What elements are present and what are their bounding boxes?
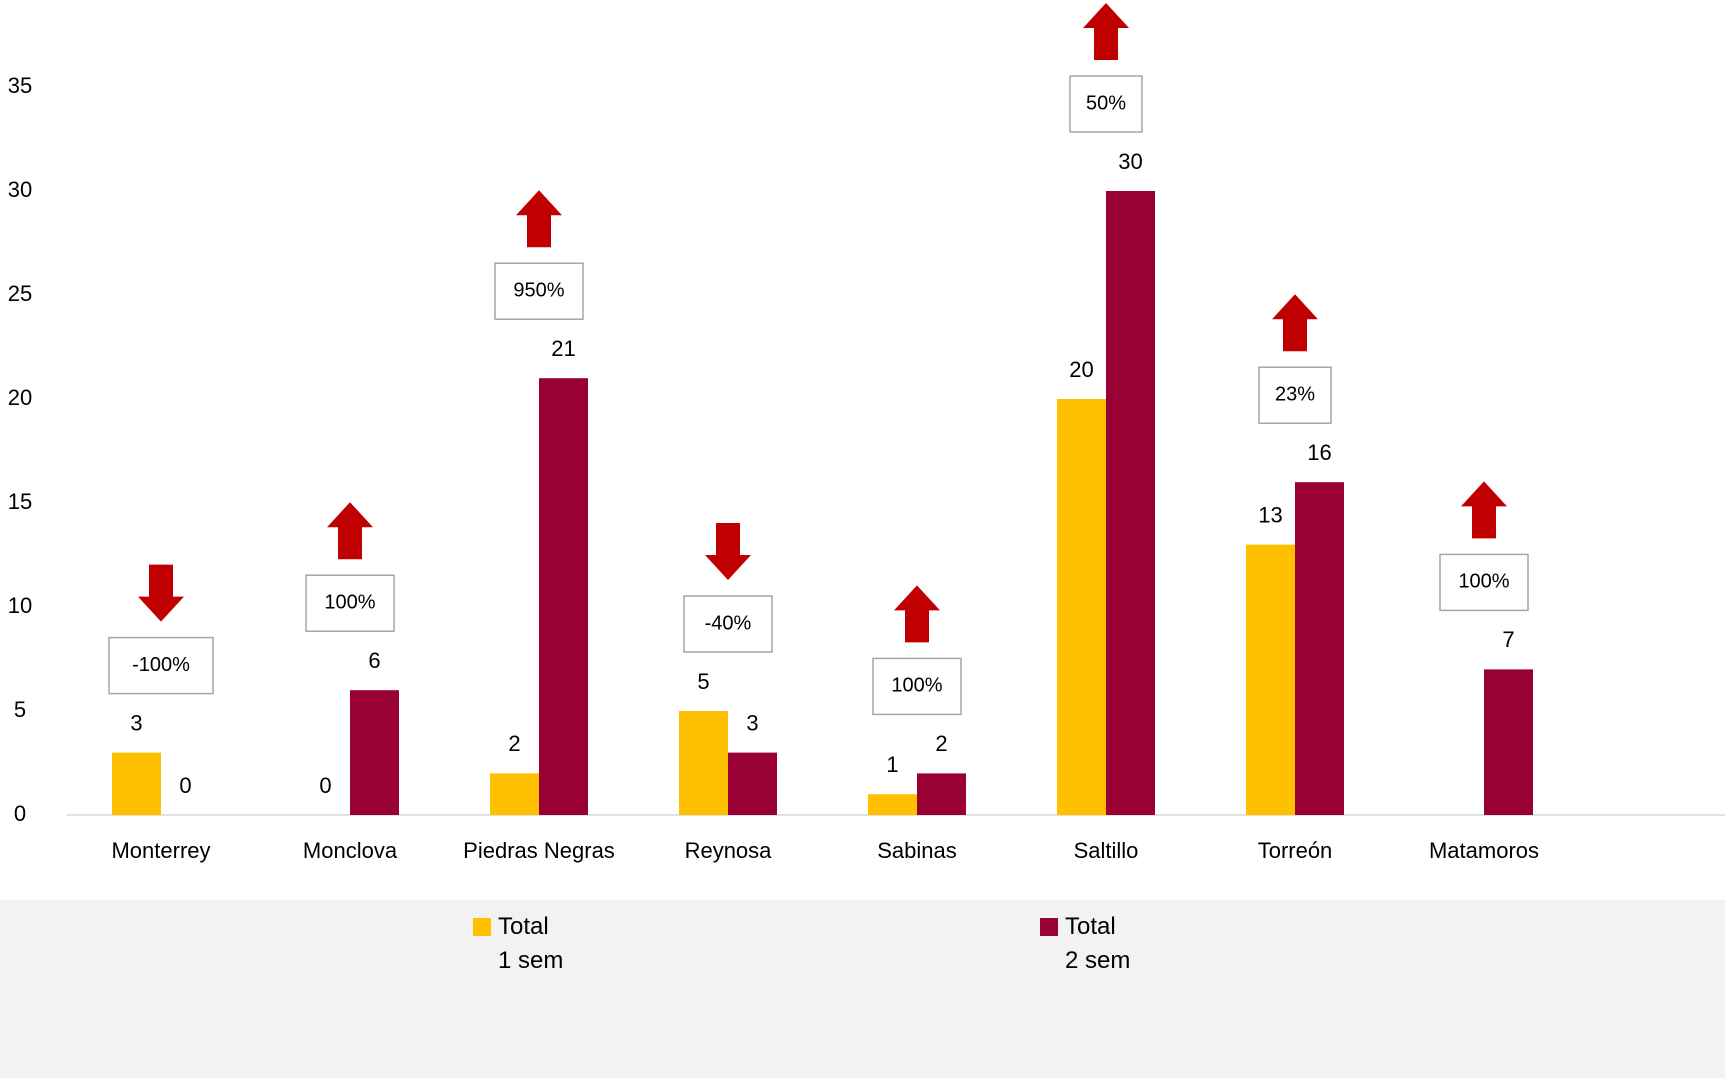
y-tick-label: 10	[8, 593, 32, 618]
bar	[112, 752, 161, 815]
value-label: 5	[697, 669, 709, 694]
annotation-box	[1439, 553, 1529, 612]
value-label: 16	[1307, 440, 1331, 465]
legend-item: Total 1 sem	[473, 910, 568, 978]
value-label: 3	[746, 710, 758, 735]
annotation-box	[872, 657, 962, 716]
value-label: 3	[130, 710, 142, 735]
arrow-up	[1461, 481, 1507, 539]
bar	[1295, 482, 1344, 815]
value-label: 0	[319, 773, 331, 798]
annotation-box	[108, 636, 214, 695]
bar	[1106, 191, 1155, 815]
bar	[679, 711, 728, 815]
x-tick-label: Sabinas	[877, 838, 957, 863]
value-label: 7	[1502, 627, 1514, 652]
value-label: 20	[1069, 357, 1093, 382]
annotation-label: 100%	[324, 591, 375, 613]
annotation-label: 23%	[1275, 383, 1315, 405]
annotation-box	[683, 595, 773, 653]
x-tick-label: Monterrey	[111, 838, 210, 863]
arrow-up	[894, 585, 940, 643]
x-tick-label: Reynosa	[685, 838, 773, 863]
legend-label: Total 2 sem	[1065, 913, 1131, 974]
bar	[1057, 399, 1106, 815]
value-label: 2	[508, 731, 520, 756]
arrow-down	[705, 523, 751, 580]
bar	[490, 773, 539, 815]
annotation-label: 100%	[1458, 571, 1509, 593]
x-tick-label: Monclova	[303, 838, 398, 863]
annotation-label: 950%	[513, 279, 564, 301]
x-tick-label: Matamoros	[1429, 838, 1539, 863]
legend-label: Total 1 sem	[498, 913, 564, 974]
value-label: 1	[886, 752, 898, 777]
y-tick-label: 20	[8, 385, 32, 410]
annotation-box	[305, 574, 395, 632]
annotation-label: -100%	[132, 654, 190, 676]
x-tick-label: Piedras Negras	[463, 838, 615, 863]
arrow-up	[327, 502, 373, 560]
legend-swatch	[1040, 918, 1058, 936]
bar	[1484, 669, 1533, 815]
y-tick-label: 15	[8, 489, 32, 514]
bar	[868, 794, 917, 815]
x-tick-label: Torreón	[1258, 838, 1333, 863]
annotation-box	[1258, 366, 1332, 424]
x-tick-label: Saltillo	[1074, 838, 1139, 863]
chart: 05101520253035Monterrey30-100%Monclova06…	[8, 3, 1725, 863]
value-label: 30	[1118, 149, 1142, 174]
bar	[728, 752, 777, 815]
bar	[539, 378, 588, 815]
value-label: 0	[179, 773, 191, 798]
legend-swatch	[473, 918, 491, 936]
bar	[917, 773, 966, 815]
annotation-label: -40%	[705, 612, 752, 634]
value-label: 21	[551, 336, 575, 361]
arrow-up	[1083, 3, 1129, 60]
y-tick-label: 5	[14, 697, 26, 722]
y-tick-label: 0	[14, 801, 26, 826]
arrow-up	[1272, 294, 1318, 352]
bar	[350, 690, 399, 815]
y-tick-label: 25	[8, 281, 32, 306]
value-label: 2	[935, 731, 947, 756]
annotation-label: 50%	[1086, 92, 1126, 114]
annotation-box	[494, 262, 584, 320]
bar	[1246, 544, 1295, 815]
legend-item: Total 2 sem	[1040, 910, 1135, 978]
y-tick-label: 30	[8, 177, 32, 202]
legend: Total 1 sem Total 2 sem	[0, 900, 1725, 1078]
annotation-label: 100%	[891, 675, 942, 697]
value-label: 6	[368, 648, 380, 673]
arrow-up	[516, 190, 562, 248]
annotation-box	[1069, 75, 1143, 133]
arrow-down	[138, 564, 184, 622]
value-label: 13	[1258, 502, 1282, 527]
y-tick-label: 35	[8, 73, 32, 98]
